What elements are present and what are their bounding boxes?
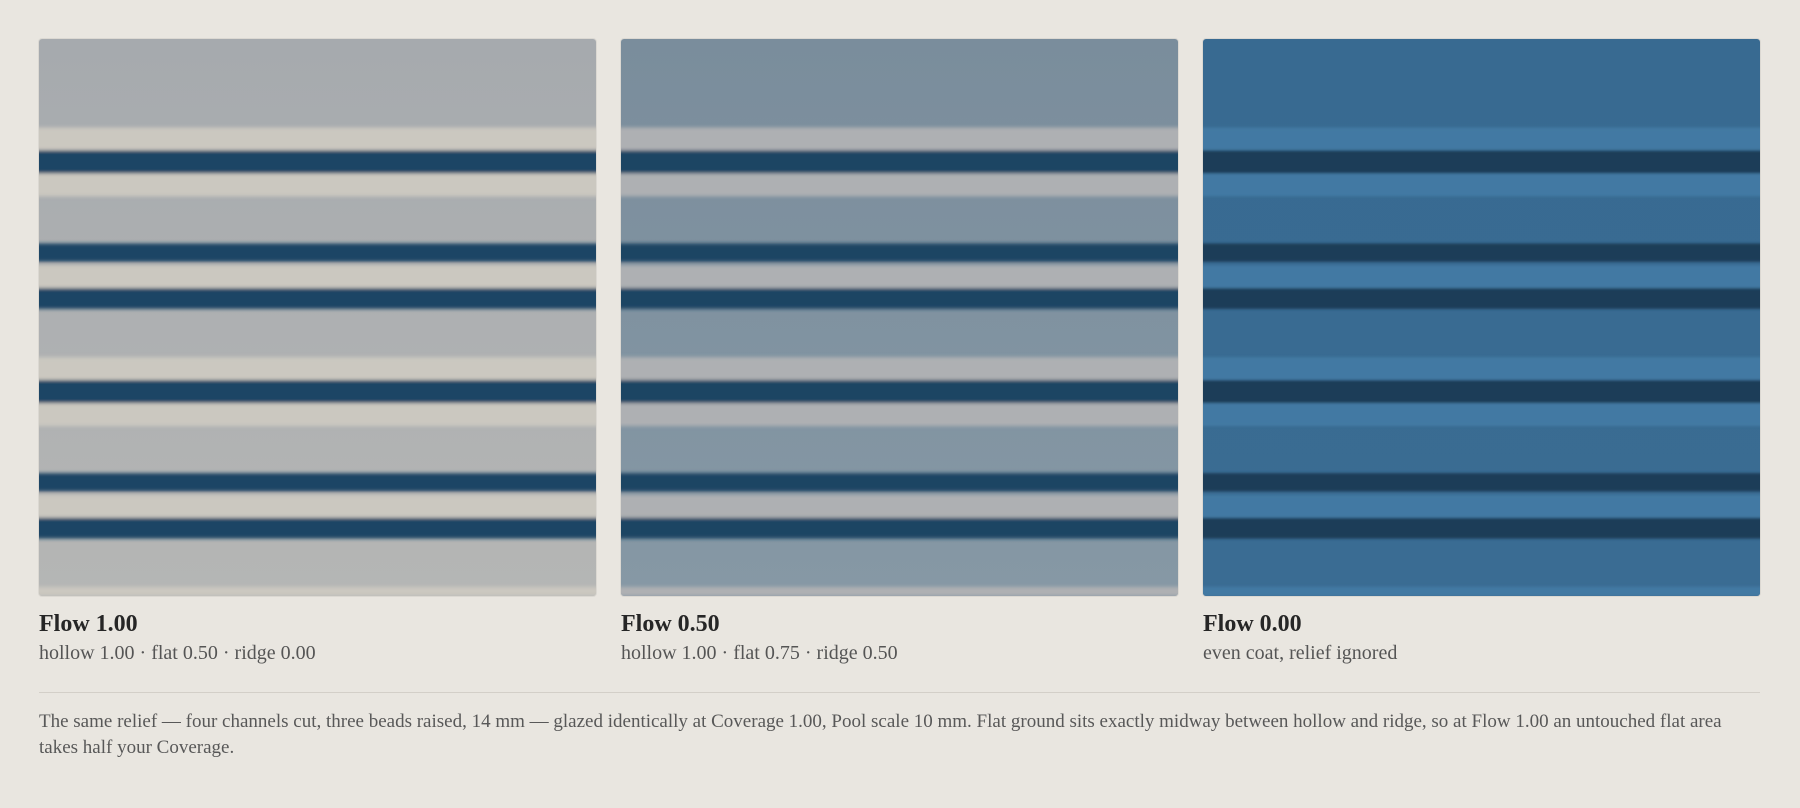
channel-stripe	[1203, 517, 1760, 539]
channel-stripe	[621, 473, 1178, 492]
stripes	[1203, 127, 1760, 596]
bead-stripe	[39, 173, 596, 197]
panel-title: Flow 0.50	[621, 611, 720, 637]
note: The same relief — four channels cut, thr…	[39, 711, 1722, 758]
glaze-swatch	[1203, 39, 1760, 596]
channel-stripe	[39, 288, 596, 309]
channel-stripe	[39, 150, 596, 174]
bead-stripe	[1203, 173, 1760, 197]
panel-caption: hollow 1.00 · flat 0.50 · ridge 0.00	[39, 642, 316, 664]
bead-stripe	[39, 357, 596, 381]
bead-stripe	[39, 127, 596, 151]
channel-stripe	[621, 150, 1178, 174]
bead-stripe	[1203, 586, 1760, 596]
channel-stripe	[1203, 380, 1760, 404]
channel-stripe	[1203, 473, 1760, 492]
bead-stripe	[621, 127, 1178, 151]
glaze-swatch	[621, 39, 1178, 596]
bead-stripe	[621, 173, 1178, 197]
panel: Flow 0.50 hollow 1.00 · flat 0.75 · ridg…	[621, 39, 1178, 666]
channel-stripe	[1203, 243, 1760, 262]
bead-stripe	[1203, 494, 1760, 518]
channel-stripe	[1203, 288, 1760, 309]
bead-stripe	[621, 403, 1178, 427]
stripes	[39, 127, 596, 596]
bead-stripe	[1203, 127, 1760, 151]
content: Flow 1.00 hollow 1.00 · flat 0.50 · ridg…	[39, 39, 1760, 761]
glaze-swatch	[39, 39, 596, 596]
stripes	[621, 127, 1178, 596]
panel-caption: hollow 1.00 · flat 0.75 · ridge 0.50	[621, 642, 898, 664]
bead-stripe	[1203, 357, 1760, 381]
panel-title: Flow 1.00	[39, 611, 138, 637]
panel-title: Flow 0.00	[1203, 611, 1302, 637]
bead-stripe	[621, 586, 1178, 596]
bead-stripe	[1203, 265, 1760, 289]
panel-caption: even coat, relief ignored	[1203, 642, 1398, 664]
panel: Flow 1.00 hollow 1.00 · flat 0.50 · ridg…	[39, 39, 596, 666]
bead-stripe	[1203, 403, 1760, 427]
channel-stripe	[39, 473, 596, 492]
bead-stripe	[621, 494, 1178, 518]
bead-stripe	[39, 494, 596, 518]
bead-stripe	[39, 586, 596, 596]
divider	[39, 692, 1760, 693]
channel-stripe	[621, 517, 1178, 539]
channel-stripe	[1203, 150, 1760, 174]
bead-stripe	[621, 357, 1178, 381]
panel: Flow 0.00 even coat, relief ignored	[1203, 39, 1760, 666]
channel-stripe	[39, 380, 596, 404]
channel-stripe	[621, 243, 1178, 262]
channel-stripe	[39, 517, 596, 539]
bead-stripe	[39, 403, 596, 427]
bead-stripe	[621, 265, 1178, 289]
panel-row: Flow 1.00 hollow 1.00 · flat 0.50 · ridg…	[39, 39, 1760, 666]
channel-stripe	[621, 380, 1178, 404]
channel-stripe	[39, 243, 596, 262]
channel-stripe	[621, 288, 1178, 309]
bead-stripe	[39, 265, 596, 289]
